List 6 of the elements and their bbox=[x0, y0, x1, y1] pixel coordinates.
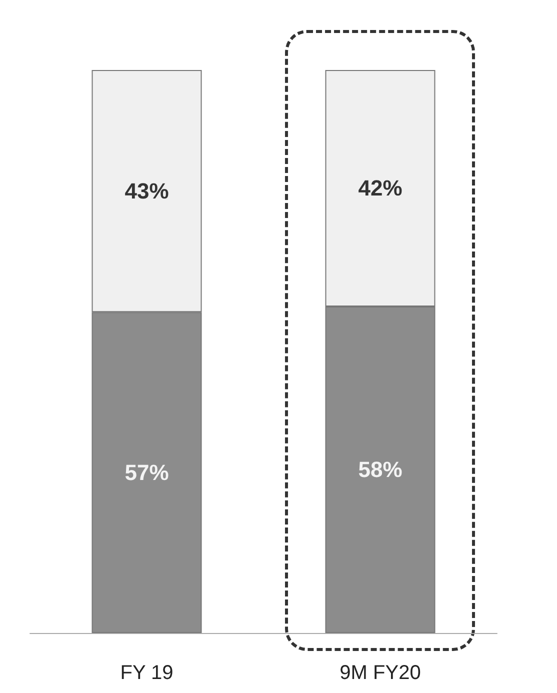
data-label: 58% bbox=[358, 457, 402, 482]
x-tick-label: FY 19 bbox=[120, 662, 174, 684]
x-tick-label: 9M FY20 bbox=[340, 662, 421, 684]
data-label: 57% bbox=[124, 460, 169, 486]
data-label: 42% bbox=[358, 176, 402, 201]
data-label: 43% bbox=[124, 178, 169, 204]
